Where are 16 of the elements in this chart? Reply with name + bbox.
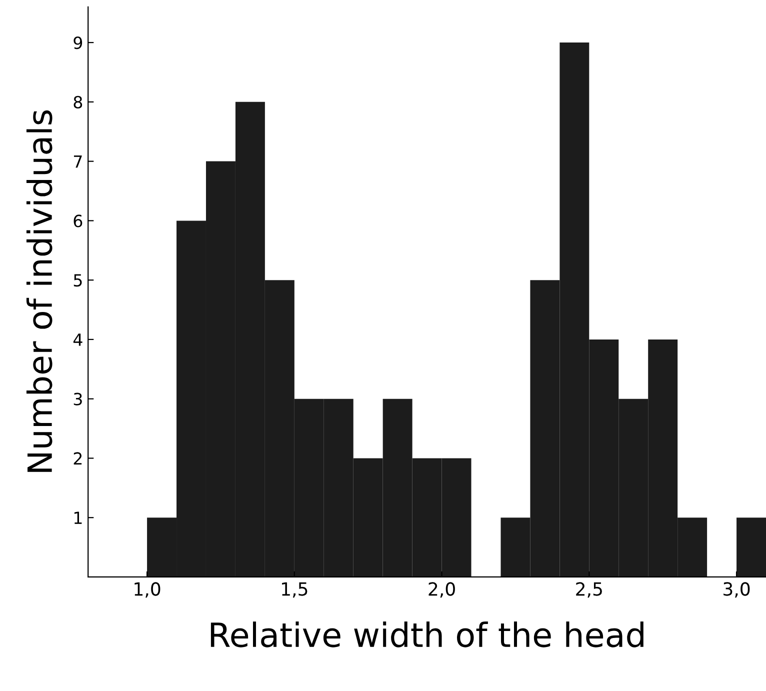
y-tick-label: 1 [74, 512, 82, 524]
y-tick-label: 9 [74, 36, 82, 50]
y-tick-label: 2 [74, 452, 82, 465]
y-axis-title: Number of individuals [26, 110, 52, 472]
x-axis-title: Relative width of the head [210, 622, 644, 648]
y-tick-label: 5 [74, 274, 82, 287]
x-tick-label: 3,0 [724, 582, 750, 598]
y-tick-label: 7 [74, 155, 82, 168]
y-tick-label: 3 [74, 392, 82, 406]
y-tick-label: 6 [74, 214, 82, 228]
y-tick-label: 4 [73, 334, 82, 346]
y-tick-label: 8 [74, 96, 82, 108]
x-tick-label: 1,0 [134, 582, 160, 598]
x-tick-label: 1,5 [282, 582, 308, 598]
x-tick-label: 2,0 [428, 582, 455, 598]
x-tick-label: 2,5 [576, 582, 602, 598]
